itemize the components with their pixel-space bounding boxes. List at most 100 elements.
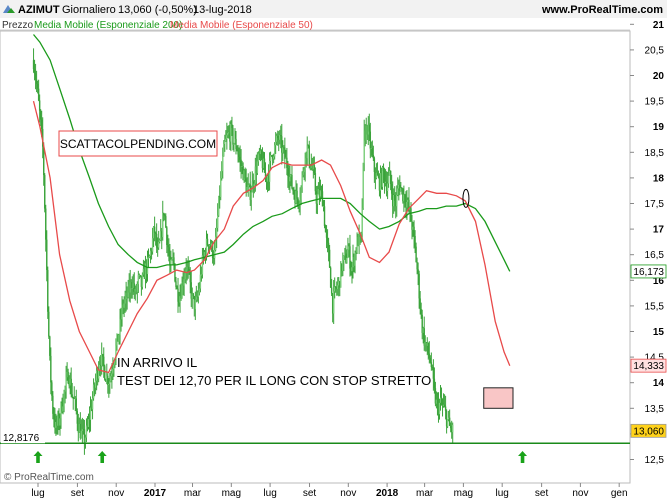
- price-bar-body: [416, 262, 418, 270]
- price-bar-body: [276, 135, 278, 142]
- price-bar-body: [366, 126, 368, 135]
- price-bar-body: [173, 257, 175, 264]
- price-bar-body: [152, 226, 155, 239]
- price-bar-body: [242, 166, 244, 180]
- price-bar-body: [447, 417, 450, 420]
- legend-price: Prezzo: [2, 20, 34, 31]
- price-bar-body: [63, 391, 65, 407]
- price-bar-body: [223, 144, 225, 157]
- price-bar-body: [238, 154, 240, 157]
- price-bar-body: [338, 281, 340, 286]
- price-bar-body: [133, 283, 135, 292]
- price-bar-body: [291, 174, 293, 189]
- price-bar-body: [211, 243, 214, 259]
- price-bar-body: [315, 191, 318, 204]
- price-bar-body: [428, 353, 431, 358]
- price-bar-body: [396, 194, 398, 207]
- price-bar-body: [218, 196, 220, 216]
- ema50-tag-bg: [630, 358, 667, 373]
- price-bar-body: [204, 251, 207, 256]
- price-bar-body: [69, 378, 71, 386]
- price-bar-body: [314, 173, 317, 192]
- price-bar-body: [378, 176, 381, 191]
- price-bar-body: [246, 186, 248, 193]
- price-bar-body: [442, 404, 445, 406]
- price-bar-body: [299, 199, 301, 204]
- price-bar-body: [227, 133, 229, 136]
- price-bar-body: [99, 364, 102, 366]
- price-bar-body: [171, 259, 173, 261]
- price-bar-body: [259, 150, 262, 155]
- price-bar-body: [84, 437, 87, 444]
- price-bar-body: [243, 170, 245, 180]
- price-bar-body: [62, 406, 64, 412]
- x-tick-label: 2017: [144, 488, 167, 499]
- price-bar-body: [264, 172, 267, 177]
- price-bar-body: [331, 293, 334, 314]
- price-bar-body: [187, 266, 189, 270]
- price-bar-body: [335, 286, 337, 289]
- price-bar-body: [375, 172, 378, 179]
- price-bar-body: [56, 421, 58, 426]
- price-bar-body: [250, 192, 252, 200]
- price-bar-body: [128, 284, 130, 293]
- price-bar-body: [295, 190, 297, 204]
- price-bar-body: [57, 415, 59, 426]
- price-bar-body: [118, 334, 120, 342]
- price-bar-body: [352, 256, 354, 268]
- ema50-line: [32, 100, 511, 374]
- y-tick-label: 20,5: [645, 45, 665, 56]
- price-bar-body: [59, 418, 61, 426]
- price-bar-body: [438, 402, 441, 415]
- price-bar-body: [79, 423, 82, 439]
- price-bar-body: [348, 246, 350, 250]
- price-bar-body: [172, 257, 174, 260]
- price-bar-body: [244, 170, 246, 179]
- x-tick-label: lug: [263, 488, 276, 499]
- price-bar-body: [145, 263, 148, 275]
- y-axis: 21 20,5 20 19,5 19 18,5 18 17,5 17 16,5 16 15,5 15 14…: [630, 20, 664, 466]
- price-bar-body: [124, 298, 126, 304]
- price-bar-body: [383, 171, 386, 183]
- price-bar-body: [174, 263, 176, 282]
- price-bar-body: [290, 174, 292, 177]
- price-bar-body: [257, 153, 260, 162]
- y-tick-label: 14: [653, 378, 665, 389]
- price-bar-body: [376, 172, 379, 176]
- price-bar-body: [43, 146, 45, 176]
- price-bar-body: [370, 148, 373, 150]
- price-bar-body: [36, 83, 39, 89]
- price-bar-body: [188, 269, 190, 272]
- price-bar-body: [241, 166, 243, 168]
- price-bar-body: [198, 288, 201, 293]
- y-tick-label: 20: [653, 71, 665, 82]
- price-bar-body: [61, 402, 63, 412]
- chart-period: Giornaliero: [62, 4, 116, 16]
- price-bar-body: [300, 187, 302, 200]
- price-bar-body: [87, 419, 90, 428]
- price-bar-body: [373, 158, 376, 172]
- price-bar-body: [343, 255, 345, 261]
- price-bar-body: [424, 342, 426, 346]
- price-bar-body: [322, 206, 325, 208]
- x-tick-label: mag: [222, 488, 241, 499]
- price-bar-body: [123, 303, 125, 308]
- ema50-tag: 14,333: [633, 361, 664, 372]
- price-bar-body: [347, 249, 349, 258]
- price-bar-body: [138, 274, 141, 276]
- price-bar-body: [325, 232, 328, 238]
- price-bar-body: [47, 270, 49, 312]
- price-bar-body: [132, 283, 134, 289]
- price-bar-body: [92, 384, 95, 399]
- price-bar-body: [297, 198, 299, 204]
- price-bar-body: [103, 356, 105, 367]
- price-bar-body: [411, 221, 413, 230]
- price-bar-body: [393, 194, 395, 207]
- price-bar-body: [88, 419, 91, 421]
- price-bar-body: [148, 255, 151, 258]
- price-bar-body: [130, 282, 132, 289]
- price-bar-body: [209, 245, 212, 249]
- price-bar-body: [423, 328, 425, 346]
- price-bar-body: [239, 156, 241, 160]
- price-bar-body: [369, 131, 372, 149]
